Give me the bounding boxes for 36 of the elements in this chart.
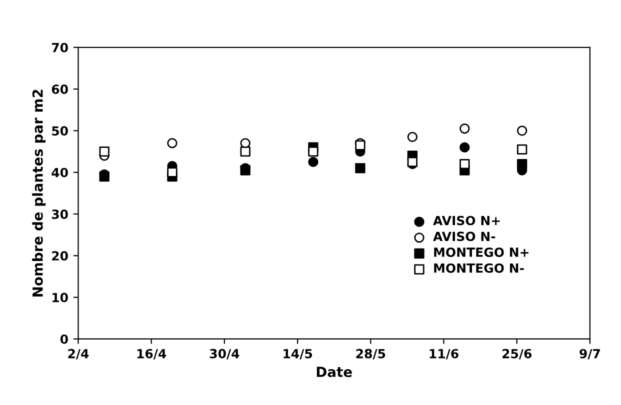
y-tick-label: 40 <box>52 168 68 178</box>
y-tick-label: 70 <box>52 42 68 52</box>
point <box>308 156 318 168</box>
point <box>460 158 470 170</box>
x-axis-title: Date <box>316 366 352 378</box>
point <box>240 146 250 157</box>
legend-label: AVISO N+ <box>433 216 500 226</box>
point <box>460 142 470 152</box>
point <box>355 163 366 174</box>
point <box>516 144 528 155</box>
x-tick-label: 11/6 <box>430 348 458 360</box>
x-tick-label: 16/4 <box>137 348 166 360</box>
y-tick-label: 50 <box>52 126 68 136</box>
point <box>308 146 318 157</box>
y-tick-label: 10 <box>52 292 68 302</box>
point <box>167 167 178 178</box>
y-tick-label: 0 <box>60 334 68 344</box>
point <box>460 124 470 134</box>
x-tick-label: 30/4 <box>210 348 240 360</box>
legend-label: MONTEGO N- <box>434 263 524 273</box>
x-tick-label: 9/7 <box>580 348 600 360</box>
point <box>516 126 528 136</box>
x-tick-label: 25/6 <box>502 348 532 360</box>
y-tick-label: 20 <box>52 251 68 261</box>
legend-label: MONTEGO N+ <box>434 248 528 257</box>
x-tick-label: 2/4 <box>68 348 89 360</box>
legend-label: AVISO N- <box>433 232 496 242</box>
y-tick-label: 60 <box>52 84 68 94</box>
point <box>516 158 528 170</box>
point <box>407 132 418 142</box>
point <box>167 138 178 148</box>
x-tick-label: 28/5 <box>356 348 386 360</box>
point <box>99 146 110 157</box>
y-axis-title: Nombre de plantes par m2 <box>32 90 46 296</box>
y-tick-label: 30 <box>52 209 68 219</box>
x-tick-label: 14/5 <box>284 349 312 360</box>
